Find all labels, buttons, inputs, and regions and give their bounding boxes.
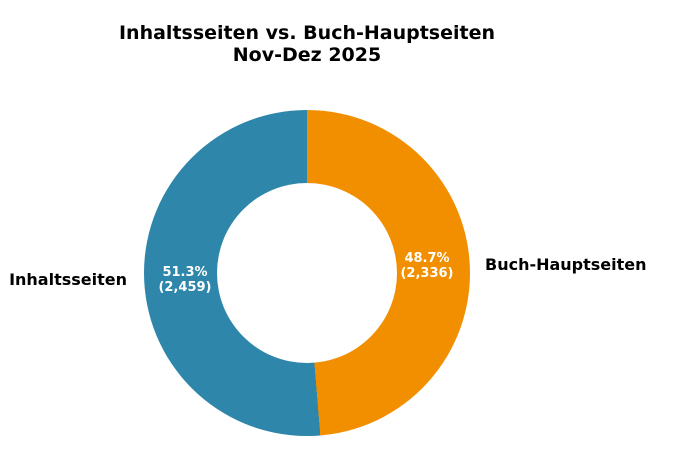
slice-value-label-buch-hauptseiten: 48.7% (2,336)	[372, 251, 482, 281]
slice-count-buch-hauptseiten: (2,336)	[400, 266, 454, 281]
slice-pct-inhaltsseiten: 51.3%	[162, 265, 208, 280]
slice-label-buch-hauptseiten: Buch-Hauptseiten	[485, 255, 647, 274]
slice-label-inhaltsseiten: Inhaltsseiten	[9, 270, 127, 289]
donut-hole	[217, 183, 397, 363]
chart-subtitle: Nov-Dez 2025	[232, 44, 382, 66]
slice-count-inhaltsseiten: (2,459)	[158, 280, 212, 295]
slice-value-label-inhaltsseiten: 51.3% (2,459)	[130, 265, 240, 295]
slice-pct-buch-hauptseiten: 48.7%	[404, 251, 450, 266]
chart-title: Inhaltsseiten vs. Buch-Hauptseiten	[118, 22, 496, 44]
